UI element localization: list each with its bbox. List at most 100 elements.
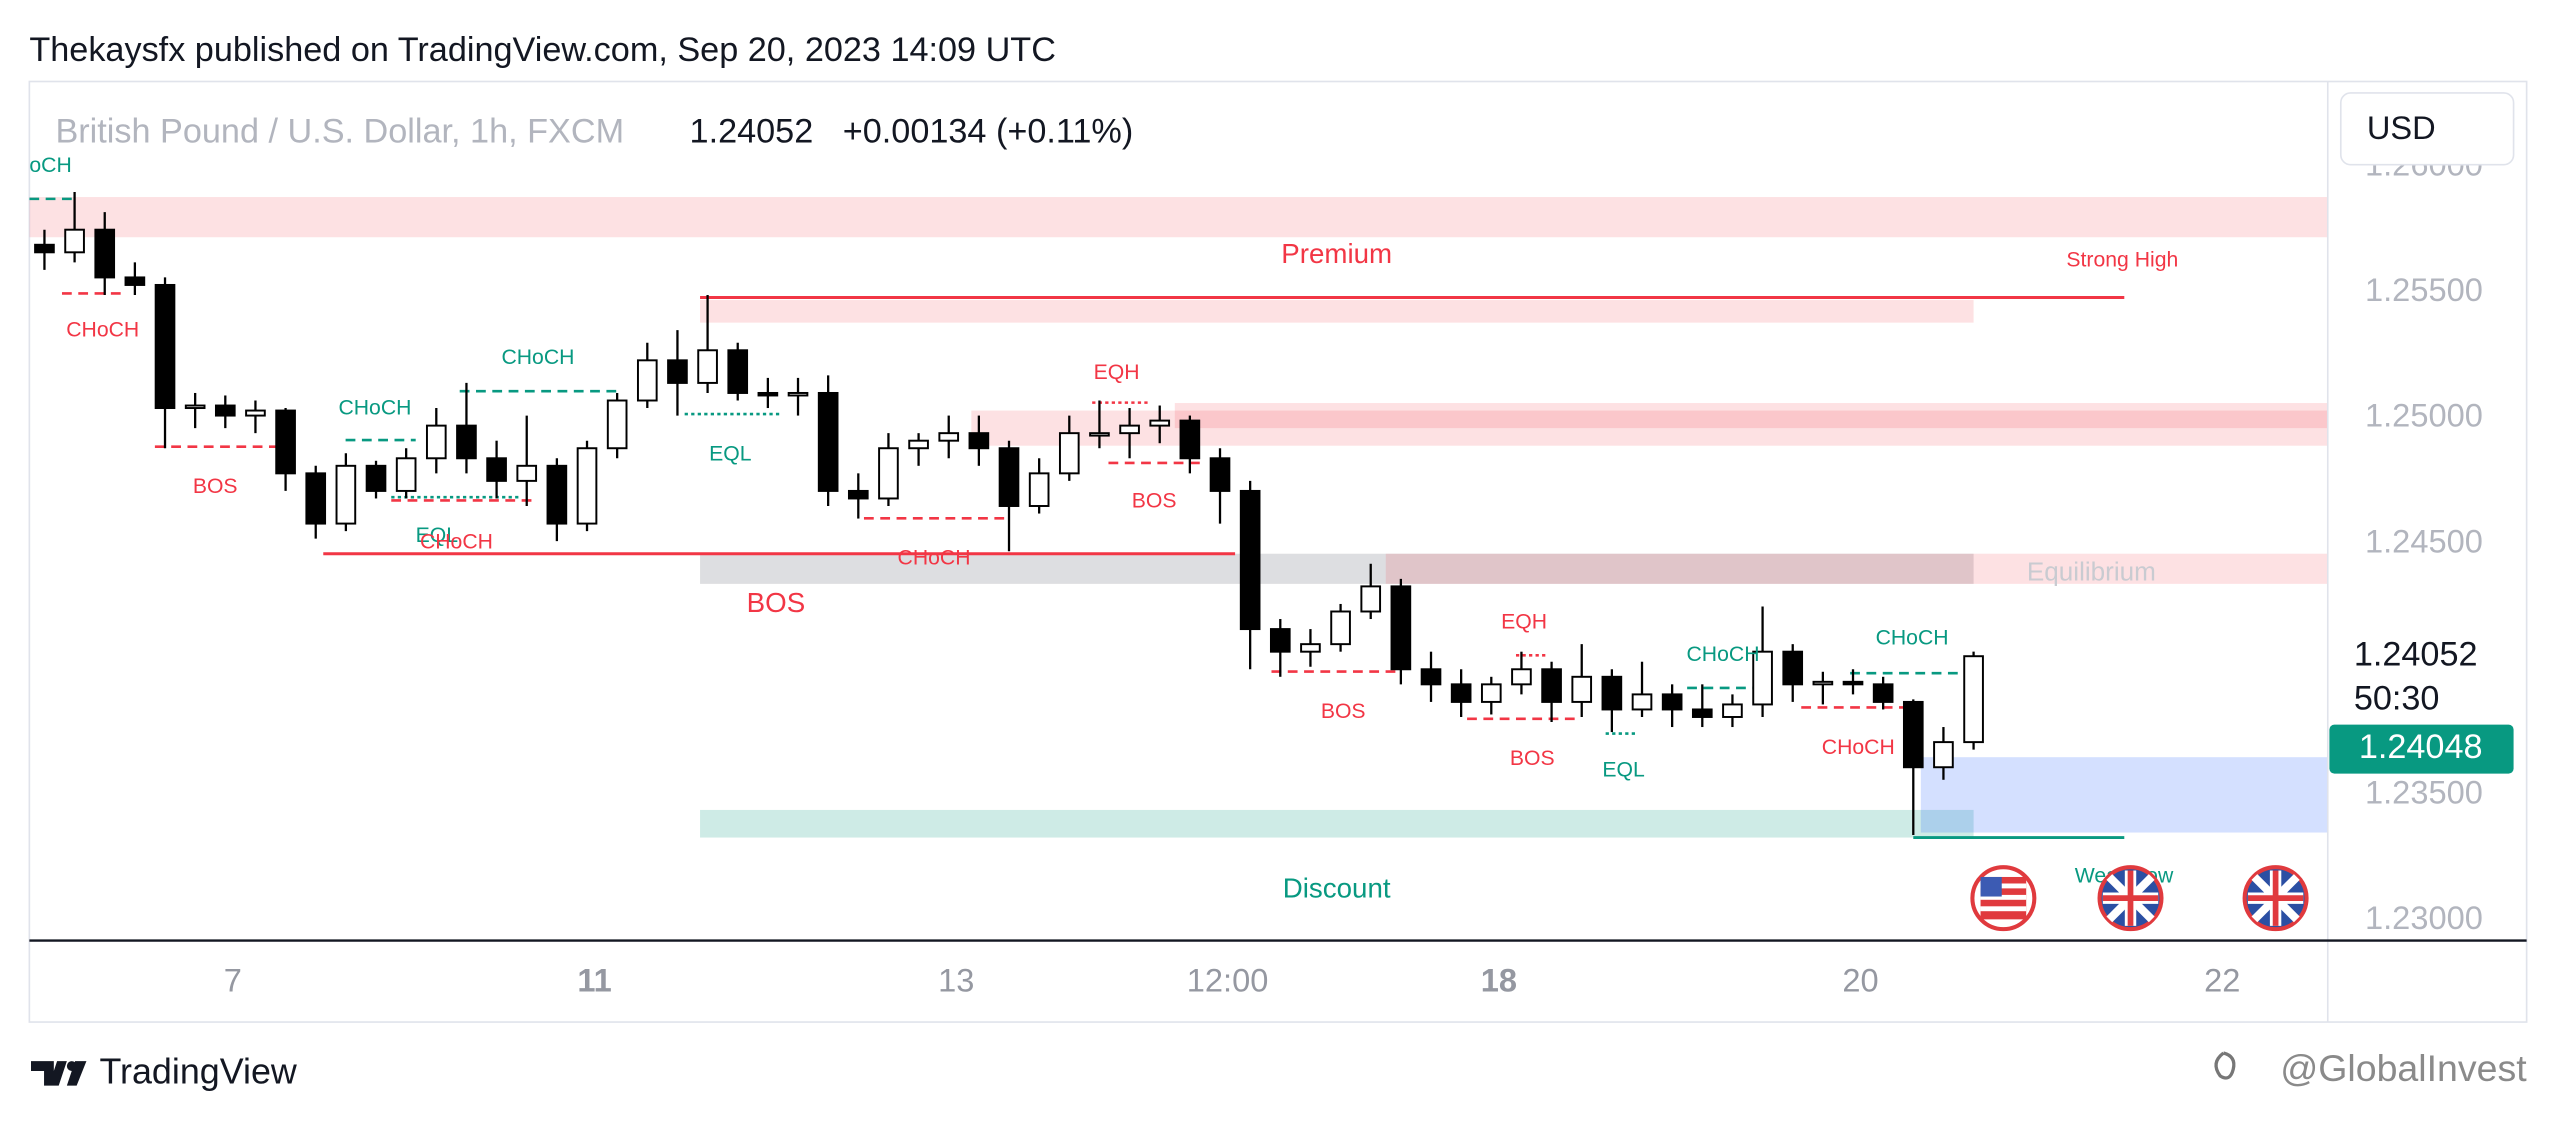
candle-body — [94, 228, 116, 279]
zone — [700, 809, 1974, 838]
candle-body — [697, 349, 718, 384]
candle-body — [847, 489, 869, 500]
candle-body — [878, 447, 899, 500]
candle-body — [395, 457, 417, 492]
candle-body — [275, 409, 296, 475]
candle-body — [1480, 683, 1502, 703]
plot-area — [29, 192, 2328, 840]
currency-button[interactable] — [2339, 92, 2515, 166]
uk-flag — [2242, 865, 2309, 932]
x-tick-label: 22 — [2204, 962, 2240, 999]
annotation: EQH — [1094, 361, 1140, 384]
brand-name: TradingView — [99, 1052, 296, 1092]
annotation: CHoCH — [1876, 627, 1949, 650]
zone — [700, 553, 1974, 584]
y-tick-label: 1.24500 — [2365, 522, 2483, 559]
candle-body — [817, 391, 839, 492]
candle-body — [486, 457, 507, 482]
last-price-label: 1.24052 — [2354, 635, 2478, 673]
zone — [1920, 757, 2328, 833]
candle-body — [1058, 432, 1080, 475]
candle-body — [425, 424, 447, 460]
y-tick-label: 1.23500 — [2365, 773, 2483, 810]
candle-body — [1691, 708, 1713, 718]
annotation: EQL — [709, 442, 752, 465]
candle-body — [1541, 668, 1562, 703]
candle-body — [64, 228, 85, 254]
annotation: Discount — [1283, 872, 1391, 903]
x-tick-label: 12:00 — [1187, 962, 1269, 999]
bid-label: 1.24048 — [2359, 728, 2483, 766]
us-flag — [1970, 865, 2037, 932]
zone — [29, 197, 2328, 238]
candle-body — [606, 399, 628, 450]
annotation: EQH — [1501, 610, 1547, 633]
candle-body — [34, 243, 55, 254]
annotation: Premium — [1281, 238, 1392, 269]
candle-body — [1330, 610, 1351, 646]
symbol-title: British Pound / U.S. Dollar, 1h, FXCM — [55, 113, 624, 151]
candle-body — [1149, 419, 1171, 427]
annotation: CHoCH — [338, 397, 411, 420]
annotation: CHoCH — [66, 318, 139, 341]
price-change: +0.00134 (+0.11%) — [843, 113, 1133, 151]
candle-body — [335, 464, 357, 525]
annotation: BOS — [1510, 747, 1555, 770]
candle-body — [1902, 700, 1924, 769]
last-price: 1.24052 — [690, 113, 814, 151]
y-tick-label: 1.25500 — [2365, 271, 2483, 308]
candle-body — [1872, 683, 1894, 703]
uk-flag — [2097, 865, 2164, 932]
x-tick-label: 18 — [1481, 962, 1517, 999]
candle-body — [456, 424, 477, 460]
candle-body — [1300, 643, 1321, 653]
annotation: oCH — [29, 154, 71, 177]
candle-body — [727, 349, 749, 394]
bid-label-box — [2329, 724, 2514, 774]
candle-body — [1179, 419, 1201, 460]
candle-body — [305, 472, 327, 525]
candle-body — [516, 464, 538, 482]
candle-body — [908, 439, 929, 450]
annotation: BOS — [747, 587, 806, 618]
x-tick-label: 20 — [1842, 962, 1878, 999]
brand-logo — [31, 1061, 87, 1086]
zone — [1174, 403, 2328, 429]
candle-body — [365, 464, 387, 492]
annotation: Strong High — [2066, 248, 2178, 271]
candle-body — [1209, 457, 1231, 492]
candle-body — [214, 404, 236, 417]
candle-body — [1360, 585, 1382, 613]
annotation: Equilibrium — [2027, 557, 2156, 587]
annotation: BOS — [1132, 490, 1177, 513]
candle-body — [1028, 472, 1050, 507]
candle-body — [1752, 650, 1773, 706]
candle-body — [1601, 675, 1623, 711]
candle-body — [576, 447, 598, 525]
chart-frame — [28, 80, 2528, 1023]
candle-body — [636, 359, 658, 402]
watermark-icon — [2214, 1051, 2236, 1080]
candle-body — [1269, 628, 1291, 653]
annotation: EQL — [1602, 759, 1645, 782]
candle-body — [1119, 424, 1140, 435]
candle-body — [757, 391, 779, 397]
candle-body — [998, 447, 1020, 507]
candle-body — [1511, 668, 1532, 686]
currency-label: USD — [2367, 109, 2436, 146]
candle-body — [667, 359, 688, 384]
annotation: BOS — [1321, 700, 1366, 723]
zone — [1385, 553, 2328, 584]
candle-body — [1450, 683, 1472, 703]
candle-body — [938, 432, 960, 442]
candle-body — [1722, 703, 1743, 718]
candle-body — [1782, 650, 1804, 686]
zone — [700, 300, 1974, 323]
y-tick-label: 1.23000 — [2365, 899, 2483, 936]
event-flags — [1970, 865, 2309, 932]
candle-body — [1571, 675, 1593, 703]
candle-body — [184, 404, 206, 410]
candle-body — [546, 464, 568, 525]
